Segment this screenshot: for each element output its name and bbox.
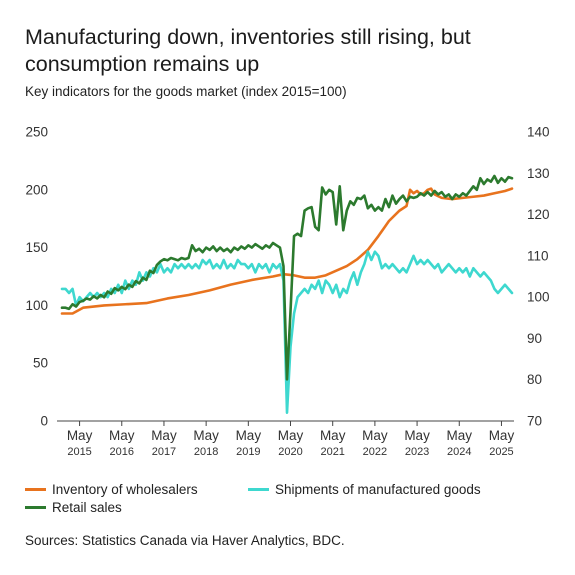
x-tick-label-month: May	[320, 428, 346, 443]
series-line-retail-sales	[60, 174, 514, 381]
y-right-tick-label: 70	[527, 414, 542, 429]
x-tick-label-year: 2020	[278, 446, 302, 458]
chart-area: 0 50 100 150 200 250 70 80 90 100 110 120 130 140 May 2…	[25, 125, 550, 459]
series-line-inventory-of-wholesalers	[60, 187, 514, 315]
y-left-tick-label: 200	[25, 182, 48, 197]
chart-subtitle: Key indicators for the goods market (ind…	[25, 84, 347, 99]
x-tick-label-month: May	[362, 428, 388, 443]
series-line-shipments-of-manufactured-goods	[60, 250, 514, 415]
x-tick-label-month: May	[151, 428, 177, 443]
x-tick-label-month: May	[404, 428, 430, 443]
x-tick-label-year: 2018	[194, 446, 218, 458]
y-left-tick-label: 50	[33, 356, 48, 371]
x-tick-label-month: May	[67, 428, 93, 443]
y-right-tick-label: 80	[527, 372, 542, 387]
legend-swatch-retail	[25, 506, 46, 509]
x-tick-label-year: 2022	[363, 446, 387, 458]
legend-item-shipments: Shipments of manufactured goods	[248, 482, 481, 497]
y-left-tick-label: 250	[25, 125, 48, 140]
legend-label-retail: Retail sales	[52, 500, 122, 515]
x-tick-label-month: May	[447, 428, 473, 443]
y-right-tick-label: 110	[527, 248, 549, 263]
legend-item-inventory: Inventory of wholesalers	[25, 482, 198, 497]
x-tick-label-year: 2021	[320, 446, 344, 458]
y-left-tick-label: 100	[25, 298, 48, 313]
legend-swatch-inventory	[25, 488, 46, 491]
legend-item-retail: Retail sales	[25, 500, 122, 515]
x-tick-label-year: 2016	[110, 446, 134, 458]
x-tick-label-year: 2019	[236, 446, 260, 458]
y-right-tick-label: 120	[527, 207, 550, 222]
legend-swatch-shipments	[248, 488, 269, 491]
x-tick-label-month: May	[278, 428, 304, 443]
chart-title: Manufacturing down, inventories still ri…	[25, 25, 471, 76]
x-tick-label-month: May	[236, 428, 262, 443]
x-tick-label-month: May	[193, 428, 219, 443]
y-left-tick-label: 0	[40, 414, 48, 429]
x-tick-label-year: 2025	[489, 446, 513, 458]
y-right-tick-label: 140	[527, 125, 550, 140]
x-tick-label-month: May	[109, 428, 135, 443]
x-tick-label-year: 2015	[67, 446, 91, 458]
y-right-tick-label: 100	[527, 290, 550, 305]
x-tick-label-year: 2023	[405, 446, 429, 458]
source-note: Sources: Statistics Canada via Haver Ana…	[25, 533, 345, 548]
legend-label-inventory: Inventory of wholesalers	[52, 482, 198, 497]
y-left-tick-label: 150	[25, 240, 48, 255]
x-tick-label-month: May	[489, 428, 515, 443]
x-tick-label-year: 2017	[152, 446, 176, 458]
legend-label-shipments: Shipments of manufactured goods	[275, 482, 481, 497]
y-right-tick-label: 90	[527, 331, 542, 346]
x-tick-label-year: 2024	[447, 446, 471, 458]
y-right-tick-label: 130	[527, 166, 550, 181]
